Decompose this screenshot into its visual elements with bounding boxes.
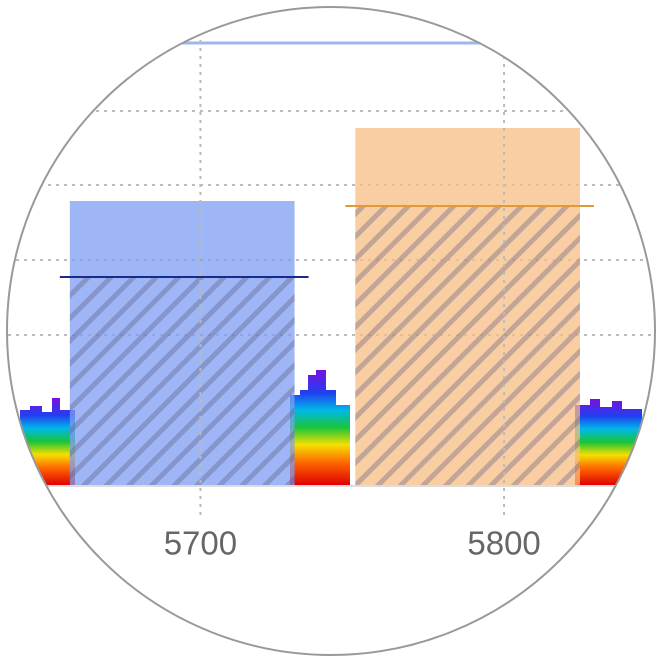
lens-border: [6, 6, 656, 656]
spectrum-segment: [290, 370, 350, 485]
x-tick-label: 5800: [467, 525, 540, 562]
h-grid: [7, 110, 655, 336]
spectrum-segment: [575, 399, 642, 485]
x-tick-label: 5700: [164, 525, 237, 562]
channel-hatch: [355, 206, 581, 486]
channels: [59, 128, 595, 486]
channel-hatch: [69, 277, 295, 486]
